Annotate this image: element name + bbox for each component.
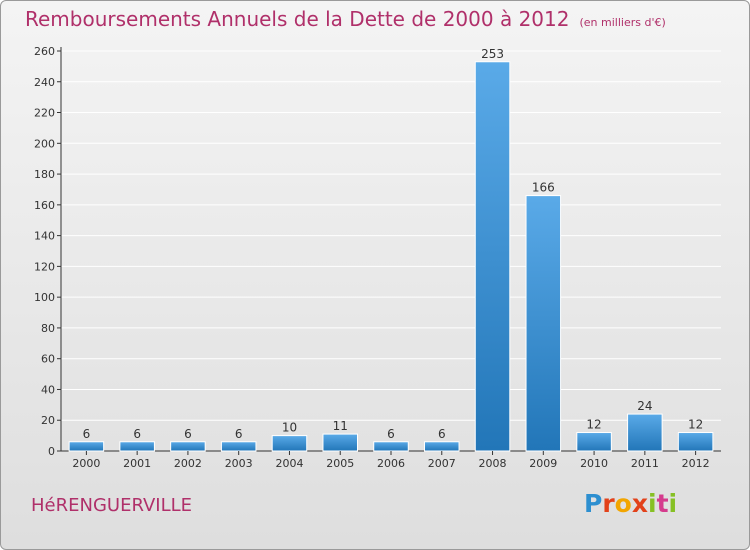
y-tick-label: 240 [34,76,55,89]
x-tick-label: 2008 [479,457,507,470]
logo-letter: o [614,489,632,518]
x-tick-label: 2004 [275,457,303,470]
y-tick-label: 160 [34,199,55,212]
y-tick-label: 180 [34,168,55,181]
x-tick-label: 2010 [580,457,608,470]
y-tick-label: 120 [34,260,55,273]
bar [627,413,663,452]
y-tick-label: 40 [41,383,55,396]
chart-title: Remboursements Annuels de la Dette de 20… [25,7,666,31]
bar [170,441,206,452]
bar [220,441,257,452]
bar [119,441,155,452]
bar [271,435,308,452]
bar-value-label: 11 [333,419,348,433]
logo-letter: P [584,489,603,518]
x-tick-label: 2002 [174,457,202,470]
bar-value-label: 6 [387,427,395,441]
x-tick-label: 2003 [225,457,253,470]
city-name: HéRENGUERVILLE [31,495,193,516]
bar-value-label: 253 [481,47,504,61]
bar-value-label: 12 [688,418,703,432]
x-tick-label: 2006 [377,457,405,470]
bar-value-label: 166 [532,181,555,195]
y-tick-label: 200 [34,137,55,150]
bar [424,441,460,452]
bar [677,432,714,452]
logo-letter: i [668,489,678,518]
x-tick-label: 2011 [631,457,659,470]
bar-value-label: 6 [83,427,91,441]
bar-value-label: 12 [586,418,601,432]
bar-value-label: 6 [184,427,192,441]
x-tick-label: 2007 [428,457,456,470]
y-tick-label: 0 [48,445,55,458]
y-tick-label: 60 [41,353,55,366]
bar [322,433,358,452]
bar [474,61,511,452]
bar-value-label: 6 [133,427,141,441]
logo-letter: t [656,489,669,518]
logo-letter: i [648,489,657,518]
logo-letter: r [602,489,615,518]
x-tick-label: 2000 [72,457,100,470]
bar-value-label: 6 [235,427,243,441]
bar-value-label: 6 [438,427,446,441]
chart-title-main: Remboursements Annuels de la Dette de 20… [25,7,570,31]
y-tick-label: 220 [34,107,55,120]
bar [373,441,409,452]
proxiti-logo: Proxiti [584,489,677,518]
logo-letter: x [631,489,648,518]
y-tick-label: 20 [41,414,55,427]
y-tick-label: 80 [41,322,55,335]
bar [68,441,105,452]
x-tick-label: 2005 [326,457,354,470]
y-tick-label: 100 [34,291,55,304]
chart-unit: (en milliers d'€) [579,16,666,29]
bar [525,195,562,452]
bar [576,432,612,452]
x-tick-label: 2012 [682,457,710,470]
x-tick-label: 2009 [529,457,557,470]
x-tick-label: 2001 [123,457,151,470]
y-tick-label: 140 [34,230,55,243]
bar-chart: 0 20 40 60 80 100 120 140 160 180 200 220 240 260 6 200… [34,45,721,470]
bar-value-label: 24 [637,399,652,413]
y-tick-label: 260 [34,45,55,58]
bar-value-label: 10 [282,421,297,435]
